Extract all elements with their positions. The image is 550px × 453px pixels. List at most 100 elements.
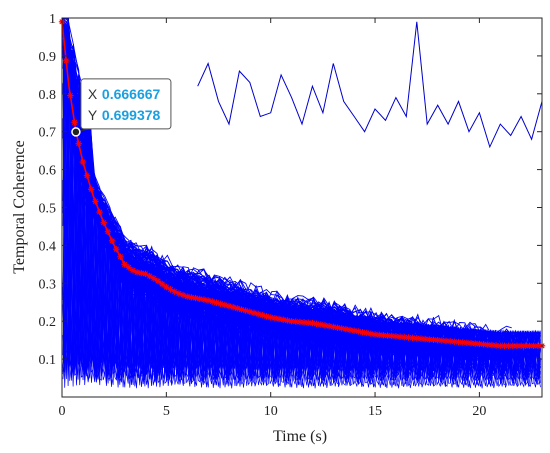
- mean-marker: [346, 326, 354, 334]
- mean-marker: [492, 342, 500, 349]
- mean-marker: [300, 319, 308, 326]
- mean-marker: [355, 328, 362, 335]
- mean-marker: [254, 310, 262, 318]
- mean-marker: [517, 342, 525, 350]
- y-tick-label: 0.2: [39, 315, 57, 330]
- mean-marker: [309, 319, 316, 327]
- mean-marker: [530, 342, 537, 350]
- mean-marker: [409, 334, 416, 342]
- mean-marker: [513, 342, 521, 350]
- mean-marker: [434, 336, 441, 344]
- mean-marker: [280, 316, 287, 323]
- datatip-x-key: X: [88, 86, 98, 102]
- mean-marker: [367, 330, 375, 337]
- mean-marker: [229, 303, 237, 311]
- mean-marker: [267, 314, 274, 321]
- mean-marker: [133, 269, 141, 276]
- y-tick-label: 0.3: [39, 277, 57, 292]
- mean-marker: [405, 334, 412, 341]
- mean-marker: [363, 329, 370, 337]
- mean-marker: [192, 294, 199, 302]
- mean-marker: [476, 340, 483, 348]
- mean-marker: [321, 322, 329, 329]
- coherence-trace: [63, 18, 413, 323]
- mean-marker: [108, 237, 116, 245]
- mean-marker: [171, 288, 178, 295]
- mean-marker: [317, 321, 324, 328]
- oscillating-trace: [62, 75, 541, 376]
- y-tick-label: 0.1: [39, 353, 57, 368]
- y-axis-label: Temporal Coherence: [11, 140, 28, 273]
- x-tick-label: 0: [59, 404, 66, 419]
- mean-marker: [83, 172, 91, 179]
- mean-marker: [158, 280, 166, 288]
- mean-marker: [396, 333, 404, 340]
- axes: 0 5 10 15 20 0.1 0.2 0.3 0.4 0.5 0.6 0.7 0.8 0.9 1: [39, 12, 543, 419]
- mean-marker: [284, 317, 291, 324]
- oscillating-trace: [62, 26, 541, 381]
- mean-marker: [138, 269, 145, 277]
- mean-marker: [413, 335, 420, 342]
- mean-marker: [179, 291, 187, 299]
- mean-marker: [129, 267, 137, 274]
- mean-marker: [497, 342, 504, 350]
- mean-marker: [484, 341, 491, 348]
- mean-marker: [142, 270, 149, 278]
- coherence-trace: [62, 18, 387, 326]
- mean-marker: [359, 328, 366, 336]
- mean-marker: [104, 228, 112, 235]
- mean-marker: [96, 208, 103, 216]
- y-tick-label: 0.7: [39, 126, 57, 141]
- mean-marker: [426, 336, 433, 343]
- mean-marker: [472, 340, 479, 347]
- mean-marker: [305, 319, 312, 326]
- mean-marker: [330, 323, 337, 331]
- mean-marker: [275, 315, 283, 323]
- mean-marker: [401, 333, 408, 341]
- mean-marker: [342, 325, 350, 333]
- mean-marker: [480, 341, 487, 348]
- mean-marker: [250, 309, 258, 317]
- x-tick-label: 15: [368, 404, 382, 419]
- mean-marker: [150, 275, 158, 282]
- mean-marker: [459, 339, 466, 346]
- datatip-y-value: 0.699378: [102, 107, 161, 123]
- mean-marker: [259, 311, 266, 319]
- y-tick-label: 0.6: [39, 164, 57, 179]
- mean-marker: [288, 318, 295, 325]
- mean-marker: [501, 342, 508, 350]
- mean-marker: [113, 245, 120, 253]
- mean-marker: [188, 294, 195, 301]
- mean-marker: [88, 186, 95, 193]
- mean-marker: [430, 336, 437, 343]
- oscillating-trace: [62, 58, 541, 382]
- datatip-box[interactable]: [80, 78, 172, 130]
- mean-marker: [421, 335, 429, 343]
- mean-marker: [242, 307, 249, 314]
- mean-marker: [154, 277, 162, 285]
- mean-marker: [204, 297, 212, 304]
- mean-marker: [463, 339, 471, 347]
- mean-marker: [196, 295, 203, 303]
- x-axis-label: Time (s): [273, 428, 327, 445]
- y-tick-label: 0.4: [39, 239, 57, 254]
- mean-marker: [451, 338, 458, 345]
- mean-marker: [200, 296, 208, 303]
- mean-marker: [534, 342, 542, 350]
- mean-marker: [263, 313, 270, 320]
- mean-marker: [271, 314, 279, 322]
- mean-marker: [246, 308, 254, 315]
- mean-marker: [522, 342, 529, 350]
- datatip-marker[interactable]: [71, 127, 81, 137]
- y-tick-label: 1: [49, 12, 56, 27]
- oscillating-trace: [62, 78, 541, 373]
- datatip-x-value: 0.666667: [102, 86, 161, 102]
- mean-marker: [238, 306, 245, 313]
- mean-marker: [338, 325, 345, 332]
- mean-marker: [121, 261, 128, 268]
- mean-marker: [467, 339, 475, 347]
- mean-marker: [213, 299, 220, 306]
- mean-marker: [175, 290, 183, 297]
